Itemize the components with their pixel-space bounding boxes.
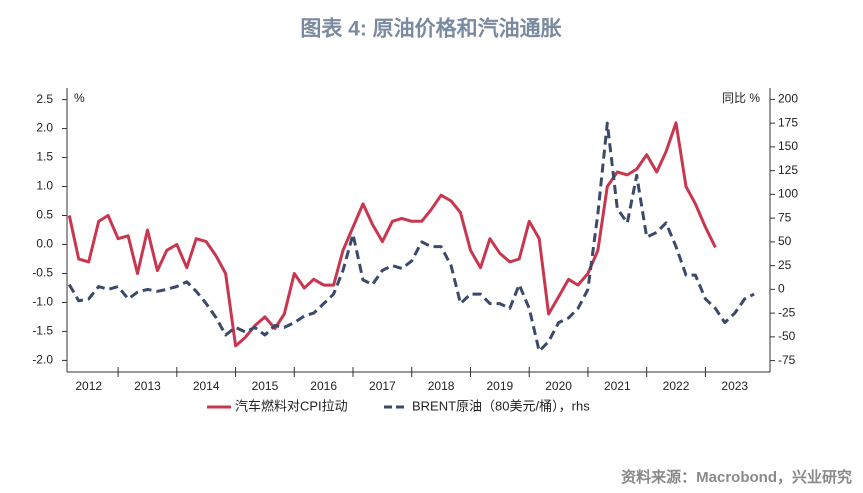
x-tick-label: 2021 xyxy=(604,379,631,393)
y2-tick-label: 200 xyxy=(778,92,798,106)
y2-tick-label: 100 xyxy=(778,187,798,201)
y-tick-label: 2.5 xyxy=(36,92,53,106)
series-line xyxy=(68,121,755,353)
y2-tick-label: -75 xyxy=(778,353,796,367)
y-tick-label: 1.0 xyxy=(36,179,53,193)
y-tick-label: -2.0 xyxy=(32,353,53,367)
x-tick-label: 2013 xyxy=(134,379,161,393)
y2-tick-label: 150 xyxy=(778,139,798,153)
y-tick-label: -0.5 xyxy=(32,266,53,280)
x-tick-label: 2022 xyxy=(663,379,690,393)
y2-tick-label: 25 xyxy=(778,258,792,272)
chart-title: 图表 4: 原油价格和汽油通胀 xyxy=(300,17,561,41)
x-tick-label: 2017 xyxy=(369,379,396,393)
y-tick-label: 0.5 xyxy=(36,208,53,222)
y2-tick-label: 0 xyxy=(778,282,785,296)
y2-axis-label: 同比 % xyxy=(722,91,760,105)
y2-tick-label: 75 xyxy=(778,210,792,224)
y-tick-label: 0.0 xyxy=(36,237,53,251)
legend-label: BRENT原油（80美元/桶），rhs xyxy=(412,398,590,413)
y2-tick-label: 50 xyxy=(778,234,792,248)
y-tick-label: 1.5 xyxy=(36,150,53,164)
series-line xyxy=(67,121,717,348)
x-tick-label: 2018 xyxy=(428,379,455,393)
y2-tick-label: 125 xyxy=(778,163,798,177)
legend-label: 汽车燃料对CPI拉动 xyxy=(235,398,348,413)
x-tick-label: 2015 xyxy=(252,379,279,393)
x-tick-label: 2023 xyxy=(721,379,748,393)
source: 资料来源：Macrobond，兴业研究 xyxy=(621,468,852,486)
y-tick-label: 2.0 xyxy=(36,121,53,135)
x-tick-label: 2020 xyxy=(545,379,572,393)
y-tick-label: -1.0 xyxy=(32,295,53,309)
y-axis-label: % xyxy=(74,91,85,105)
x-tick-label: 2016 xyxy=(310,379,337,393)
y-tick-label: -1.5 xyxy=(32,324,53,338)
x-tick-label: 2019 xyxy=(486,379,513,393)
x-tick-label: 2012 xyxy=(75,379,102,393)
y2-tick-label: -50 xyxy=(778,329,796,343)
y2-tick-label: 175 xyxy=(778,115,798,129)
x-tick-label: 2014 xyxy=(193,379,220,393)
y2-tick-label: -25 xyxy=(778,305,796,319)
